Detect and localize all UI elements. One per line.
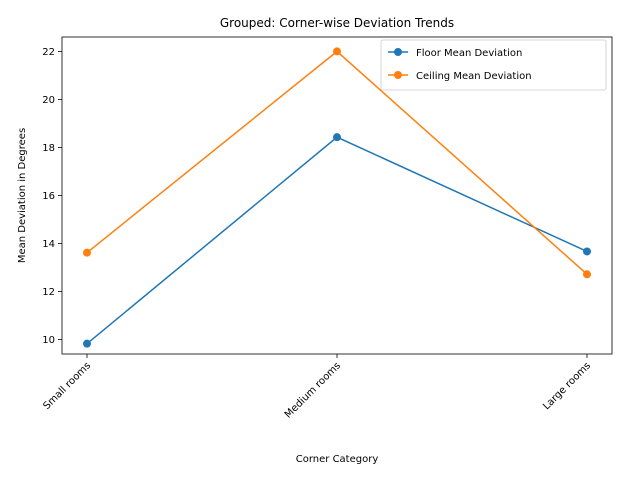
data-point (333, 133, 341, 142)
legend-box (380, 39, 607, 91)
x-axis-label: Corner Category (296, 454, 379, 465)
data-point (583, 247, 591, 256)
y-axis-ticks: 10 12 14 16 18 20 22 (42, 47, 62, 346)
legend-label-ceiling: Ceiling Mean Deviation (416, 71, 532, 82)
legend-label-floor: Floor Mean Deviation (416, 48, 522, 59)
data-point (83, 248, 91, 257)
y-axis-label: Mean Deviation in Degrees (17, 128, 28, 263)
y-tick-label: 12 (42, 287, 55, 298)
data-point (583, 270, 591, 279)
series-layer (83, 47, 591, 348)
y-tick-label: 20 (42, 95, 55, 106)
y-tick-label: 18 (42, 143, 55, 154)
legend-marker-floor (394, 48, 402, 56)
chart-title: Grouped: Corner-wise Deviation Trends (220, 16, 454, 30)
y-tick-label: 22 (42, 47, 55, 58)
y-tick-label: 10 (42, 335, 55, 346)
data-point (333, 47, 341, 56)
y-tick-label: 16 (42, 191, 55, 202)
y-tick-label: 14 (42, 239, 55, 250)
legend: Floor Mean Deviation Ceiling Mean Deviat… (380, 39, 607, 91)
data-point (83, 339, 91, 348)
plot-frame (61, 36, 613, 355)
legend-marker-ceiling (394, 71, 402, 79)
